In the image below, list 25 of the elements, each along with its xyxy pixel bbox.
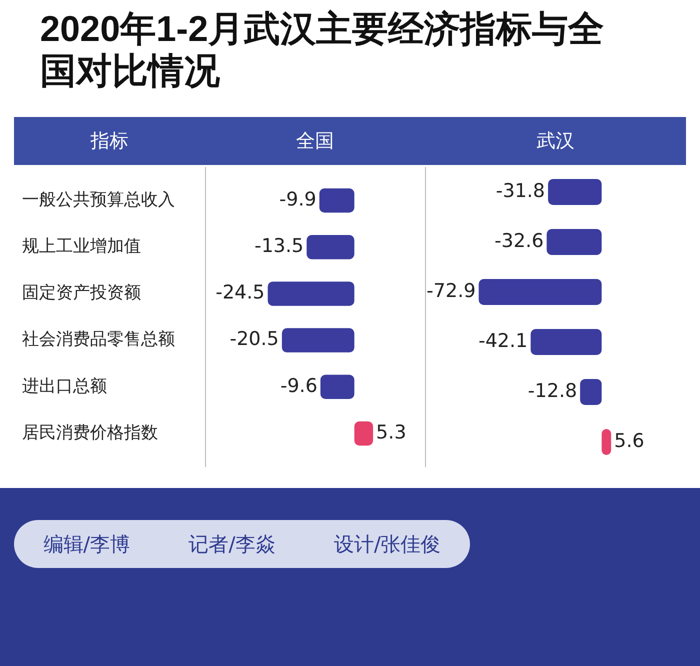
- data-label: -31.8: [496, 180, 546, 202]
- data-label: 5.6: [614, 430, 644, 452]
- data-label: -9.9: [279, 188, 316, 210]
- data-label: -72.9: [426, 280, 476, 302]
- y-tick-label: 社会消费品零售总额: [22, 330, 175, 350]
- data-label: -9.6: [280, 374, 318, 397]
- text: 记者/李焱: [188, 530, 276, 558]
- text: 2020年1-2月武汉主要经济指标与全国对比情况: [40, 8, 606, 92]
- data-label: -20.5: [230, 328, 279, 350]
- y-tick-label: 一般公共预算总收入: [22, 190, 175, 210]
- data-label: -13.5: [254, 235, 304, 258]
- y-tick-label: 进出口总额: [22, 376, 107, 396]
- data-label: -42.1: [478, 330, 528, 352]
- y-tick-label: 规上工业增加值: [22, 236, 141, 257]
- data-label: -32.6: [494, 230, 544, 252]
- data-label: -12.8: [528, 380, 578, 402]
- text: 编辑/李博: [43, 530, 130, 558]
- data-label: 5.3: [376, 421, 406, 444]
- y-tick-label: 固定资产投资额: [22, 283, 141, 304]
- chart-title: 武汉: [425, 117, 686, 165]
- y-axis-title: 指标: [14, 117, 205, 165]
- y-tick-label: 居民消费价格指数: [22, 422, 158, 443]
- text: 设计/张佳俊: [334, 530, 441, 558]
- chart-title: 全国: [205, 117, 425, 165]
- data-label: -24.5: [216, 282, 265, 304]
